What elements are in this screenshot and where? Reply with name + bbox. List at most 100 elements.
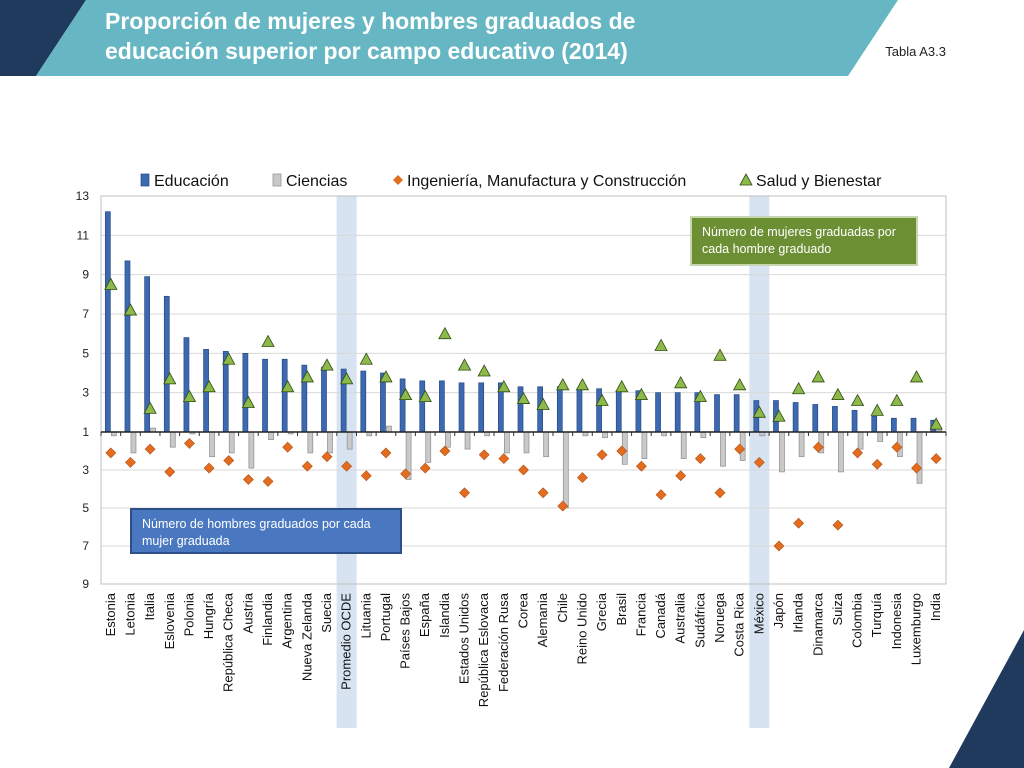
engineering-point	[341, 460, 353, 472]
education-bar	[733, 394, 740, 433]
engineering-point	[478, 449, 490, 461]
education-bar	[281, 358, 288, 433]
engineering-point	[419, 462, 431, 474]
education-bar	[832, 406, 838, 433]
y-tick-label: 9	[82, 577, 89, 591]
sciences-bar	[838, 431, 844, 473]
engineering-point	[773, 540, 785, 552]
y-tick-label: 1	[82, 425, 89, 439]
x-category-label: Grecia	[594, 592, 609, 631]
engineering-point	[577, 472, 588, 484]
health-point	[438, 326, 452, 340]
x-category-label: Letonia	[122, 592, 137, 635]
health-point	[497, 379, 511, 393]
health-point	[791, 381, 806, 395]
sciences-bar	[543, 431, 550, 458]
education-bar	[360, 370, 367, 433]
education-bar	[891, 417, 897, 433]
y-tick-label: 3	[82, 386, 89, 400]
health-point	[536, 397, 550, 410]
engineering-point	[459, 487, 470, 499]
legend-label: Ciencias	[286, 173, 347, 190]
x-category-label: Países Bajos	[398, 593, 413, 669]
x-category-label: Federación Rusa	[496, 592, 511, 692]
men-per-woman-note: Número de hombres graduados por cada muj…	[130, 508, 402, 554]
legend-label: Ingeniería, Manufactura y Construcción	[407, 173, 686, 190]
x-category-label: Nueva Zelanda	[299, 592, 314, 681]
engineering-point	[753, 456, 765, 468]
engineering-point	[360, 470, 372, 482]
y-tick-label: 5	[82, 346, 89, 360]
education-bar	[399, 378, 406, 433]
health-point	[281, 379, 295, 393]
sciences-bar	[209, 431, 215, 458]
engineering-point	[557, 500, 569, 512]
health-point	[202, 379, 216, 393]
health-point	[654, 338, 668, 351]
health-point	[457, 358, 472, 371]
sciences-bar	[602, 431, 608, 439]
health-point	[320, 358, 334, 371]
x-category-label: Suecia	[319, 592, 334, 633]
health-point	[516, 391, 531, 404]
engineering-point	[400, 468, 412, 480]
education-bar	[792, 402, 799, 433]
sciences-bar	[916, 431, 923, 484]
engineering-point	[911, 462, 922, 474]
x-category-label: Corea	[516, 592, 531, 628]
x-category-label: Canadá	[653, 592, 668, 638]
engineering-point	[301, 460, 313, 472]
education-bar	[104, 211, 111, 433]
x-category-label: Brasil	[614, 593, 629, 626]
health-point	[143, 401, 157, 414]
health-point	[104, 277, 118, 290]
x-category-label: Suiza	[830, 592, 845, 625]
x-category-label: España	[417, 592, 432, 637]
health-point	[339, 372, 354, 385]
engineering-point	[635, 460, 647, 472]
x-category-label: Alemania	[535, 592, 550, 647]
education-bar	[478, 382, 485, 433]
x-category-label: Polonia	[181, 592, 196, 636]
legend-label: Salud y Bienestar	[756, 173, 882, 190]
health-point	[261, 334, 275, 347]
x-category-label: Irlanda	[791, 592, 806, 633]
health-point	[850, 393, 865, 406]
health-point	[890, 393, 904, 406]
sciences-bar	[503, 431, 510, 454]
x-category-label: Costa Rica	[732, 592, 747, 656]
sciences-bar	[327, 431, 333, 454]
engineering-point	[596, 449, 608, 461]
engineering-point	[321, 451, 333, 463]
engineering-point	[105, 447, 117, 459]
legend-swatch	[140, 173, 150, 187]
engineering-point	[812, 441, 824, 453]
x-category-label: Reino Unido	[574, 593, 589, 665]
engineering-point	[655, 489, 667, 501]
y-tick-label: 7	[82, 307, 89, 321]
title-line-2: educación superior por campo educativo (…	[105, 38, 628, 64]
health-point	[752, 405, 766, 418]
education-bar	[124, 260, 131, 433]
health-point	[241, 395, 256, 408]
health-point	[732, 377, 747, 391]
health-point	[222, 352, 236, 365]
plot-frame	[100, 195, 947, 585]
engineering-point	[891, 441, 903, 453]
engineering-point	[675, 470, 687, 482]
x-category-label: Noruega	[712, 592, 727, 643]
sciences-bar	[228, 431, 235, 454]
y-tick-label: 7	[82, 539, 89, 553]
sciences-bar	[779, 431, 785, 473]
sciences-bar	[130, 431, 137, 454]
x-category-label: Japón	[771, 593, 786, 628]
sciences-bar	[857, 431, 864, 450]
sciences-bar	[268, 431, 274, 440]
engineering-point	[930, 453, 942, 465]
sciences-bar	[425, 431, 432, 463]
engineering-point	[439, 445, 451, 457]
health-point	[831, 387, 845, 401]
y-tick-label: 11	[77, 228, 90, 242]
engineering-point	[380, 447, 392, 459]
